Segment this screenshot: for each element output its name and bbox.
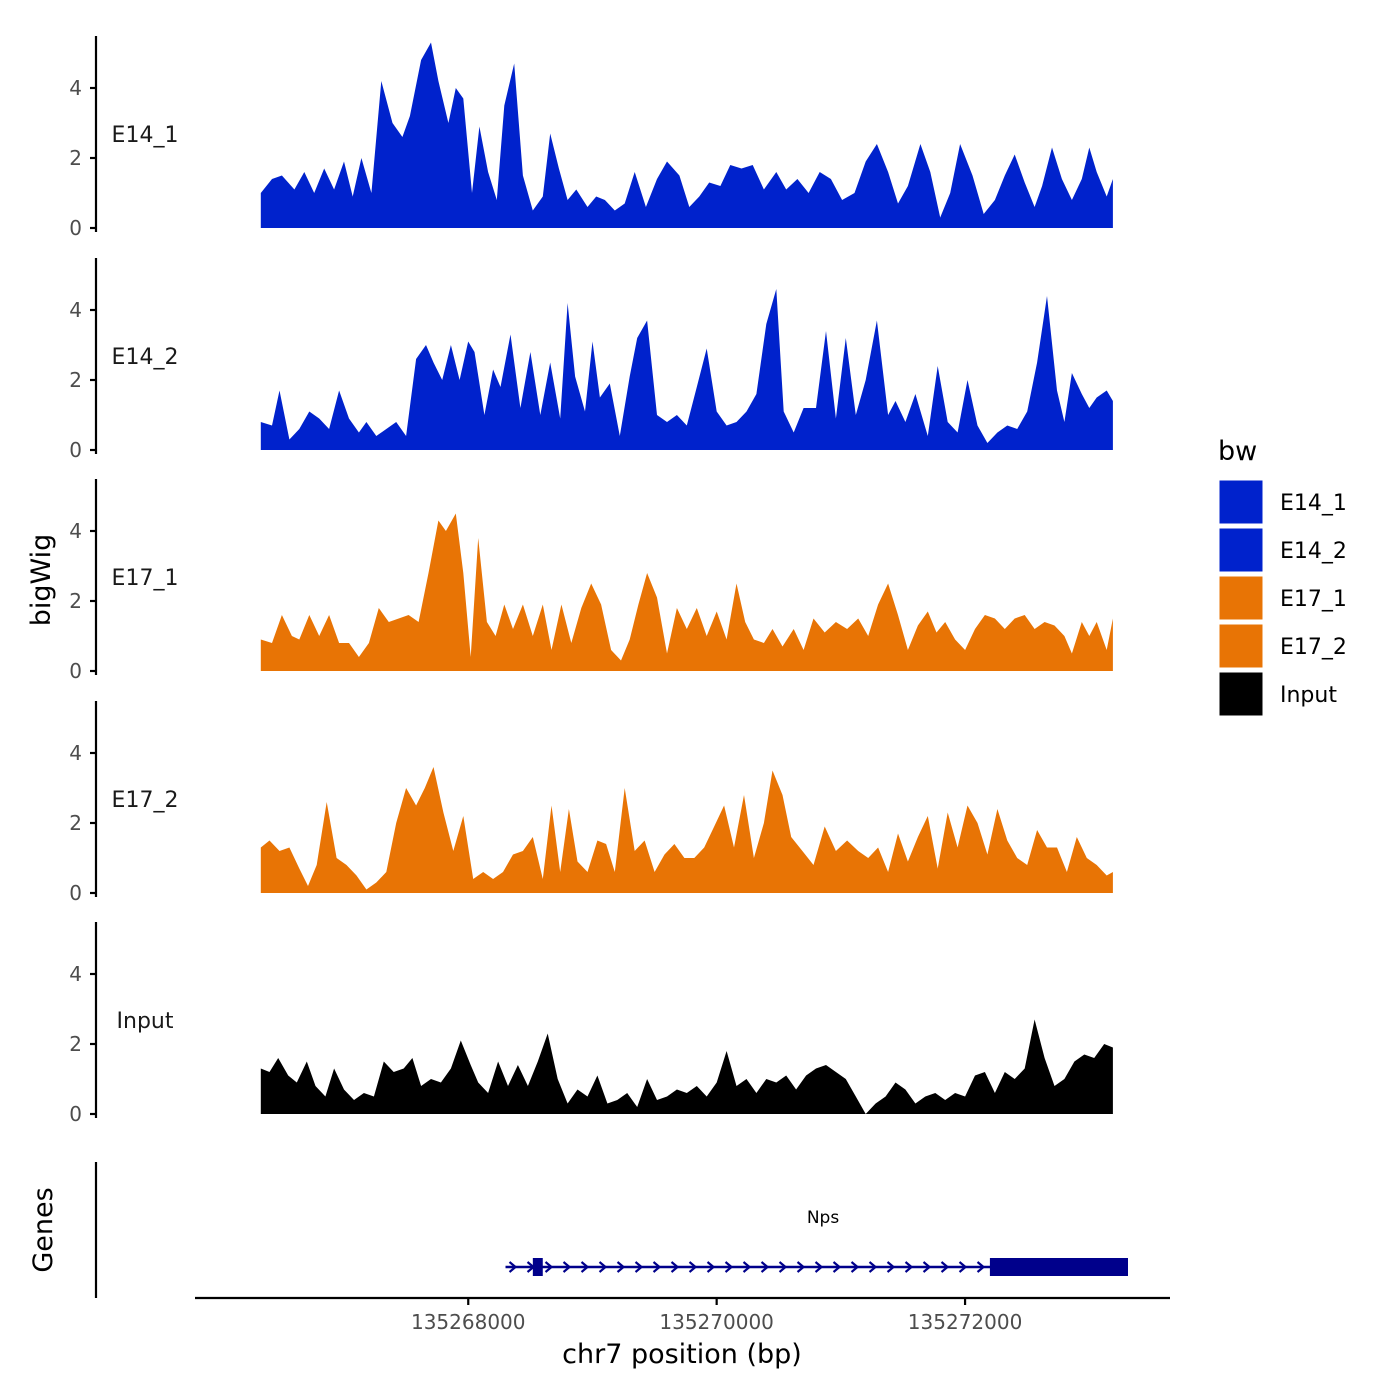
y-tick-label: 2 xyxy=(69,146,82,170)
panel-Input: 0 2 4 Input xyxy=(69,922,1113,1126)
track-label-E14_2: E14_2 xyxy=(112,345,179,370)
strand-arrow xyxy=(940,1261,950,1273)
panel-E14_1: 0 2 4 E14_1 xyxy=(69,36,1113,240)
area-E14_1 xyxy=(260,42,1113,228)
track-label-E17_1: E17_1 xyxy=(112,566,179,591)
legend-label: Input xyxy=(1280,683,1337,708)
legend-entry-E14_1: E14_1 xyxy=(1218,479,1347,525)
legend-entries: E14_1 E14_2 E17_1 E17_2 Input xyxy=(1218,479,1347,717)
legend: bw E14_1 E14_2 E17_1 E17_2 Input xyxy=(1218,436,1347,717)
legend-label: E17_2 xyxy=(1280,635,1347,660)
legend-swatch xyxy=(1218,479,1264,525)
area-Input xyxy=(260,1019,1113,1114)
y-tick-label: 2 xyxy=(69,589,82,613)
strand-arrow xyxy=(976,1261,986,1273)
y-tick-label: 4 xyxy=(69,76,82,100)
strand-arrow xyxy=(868,1261,878,1273)
legend-entry-Input: Input xyxy=(1218,671,1337,717)
y-axis-title: bigWig xyxy=(26,534,57,627)
area-E17_1 xyxy=(260,513,1113,671)
strand-arrow xyxy=(922,1261,932,1273)
panel-E17_1: 0 2 4 E17_1 xyxy=(69,479,1113,683)
strand-arrow xyxy=(508,1261,518,1273)
panel-E17_2: 0 2 4 E17_2 xyxy=(69,701,1113,905)
strand-arrow xyxy=(850,1261,860,1273)
legend-entry-E17_1: E17_1 xyxy=(1218,575,1347,621)
gene-track: Genes Nps xyxy=(28,1162,1128,1298)
gene-Nps: Nps xyxy=(505,1208,1128,1276)
y-tick-label: 4 xyxy=(69,519,82,543)
x-axis: 135268000 135270000 135272000 chr7 positio… xyxy=(195,1296,1170,1370)
gene-exon xyxy=(532,1258,543,1276)
y-tick-label: 4 xyxy=(69,298,82,322)
strand-arrow xyxy=(760,1261,770,1273)
x-tick-label: 135270000 xyxy=(659,1310,774,1334)
y-tick-label: 0 xyxy=(69,881,82,905)
y-tick-label: 4 xyxy=(69,962,82,986)
strand-arrow xyxy=(544,1261,554,1273)
panel-E14_2: 0 2 4 E14_2 xyxy=(69,258,1113,462)
strand-arrow xyxy=(742,1261,752,1273)
legend-entry-E14_2: E14_2 xyxy=(1218,527,1347,573)
legend-swatch xyxy=(1218,575,1264,621)
track-label-E17_2: E17_2 xyxy=(112,788,179,813)
strand-arrow xyxy=(724,1261,734,1273)
track-label-Input: Input xyxy=(117,1009,174,1034)
legend-title: bw xyxy=(1218,436,1257,467)
strand-arrow xyxy=(832,1261,842,1273)
x-ticks: 135268000 135270000 135272000 xyxy=(411,1298,1022,1334)
legend-swatch xyxy=(1218,623,1264,669)
strand-arrow xyxy=(814,1261,824,1273)
strand-arrow xyxy=(616,1261,626,1273)
legend-swatch xyxy=(1218,527,1264,573)
y-tick-label: 0 xyxy=(69,438,82,462)
strand-arrow xyxy=(634,1261,644,1273)
y-tick-label: 2 xyxy=(69,368,82,392)
x-tick-label: 135268000 xyxy=(411,1310,526,1334)
legend-swatch xyxy=(1218,671,1264,717)
legend-label: E14_1 xyxy=(1280,491,1347,516)
y-tick-label: 0 xyxy=(69,216,82,240)
gene-name-label: Nps xyxy=(807,1208,840,1228)
strand-arrow xyxy=(652,1261,662,1273)
strand-arrow xyxy=(778,1261,788,1273)
x-tick-label: 135272000 xyxy=(908,1310,1023,1334)
area-E17_2 xyxy=(260,767,1113,893)
strand-arrow xyxy=(904,1261,914,1273)
y-tick-label: 4 xyxy=(69,741,82,765)
y-tick-label: 0 xyxy=(69,1102,82,1126)
legend-label: E14_2 xyxy=(1280,539,1347,564)
gene-models: Nps xyxy=(505,1208,1128,1276)
strand-arrow xyxy=(598,1261,608,1273)
y-tick-label: 0 xyxy=(69,659,82,683)
strand-arrow xyxy=(688,1261,698,1273)
x-axis-title: chr7 position (bp) xyxy=(562,1339,802,1370)
area-E14_2 xyxy=(260,289,1113,450)
strand-arrow xyxy=(670,1261,680,1273)
legend-entry-E17_2: E17_2 xyxy=(1218,623,1347,669)
strand-arrow xyxy=(562,1261,572,1273)
legend-label: E17_1 xyxy=(1280,587,1347,612)
genes-axis-title: Genes xyxy=(28,1187,59,1272)
track-label-E14_1: E14_1 xyxy=(112,123,179,148)
y-tick-label: 2 xyxy=(69,811,82,835)
strand-arrow xyxy=(796,1261,806,1273)
y-tick-label: 2 xyxy=(69,1032,82,1056)
strand-arrow xyxy=(706,1261,716,1273)
track-panels: 0 2 4 E14_1 0 2 4 E14_2 0 2 4 E17_1 0 2 4 E17_2 0 2 4 Input xyxy=(69,36,1113,1126)
strand-arrow xyxy=(580,1261,590,1273)
strand-arrow xyxy=(958,1261,968,1273)
strand-arrow xyxy=(886,1261,896,1273)
gene-exon xyxy=(989,1258,1128,1276)
